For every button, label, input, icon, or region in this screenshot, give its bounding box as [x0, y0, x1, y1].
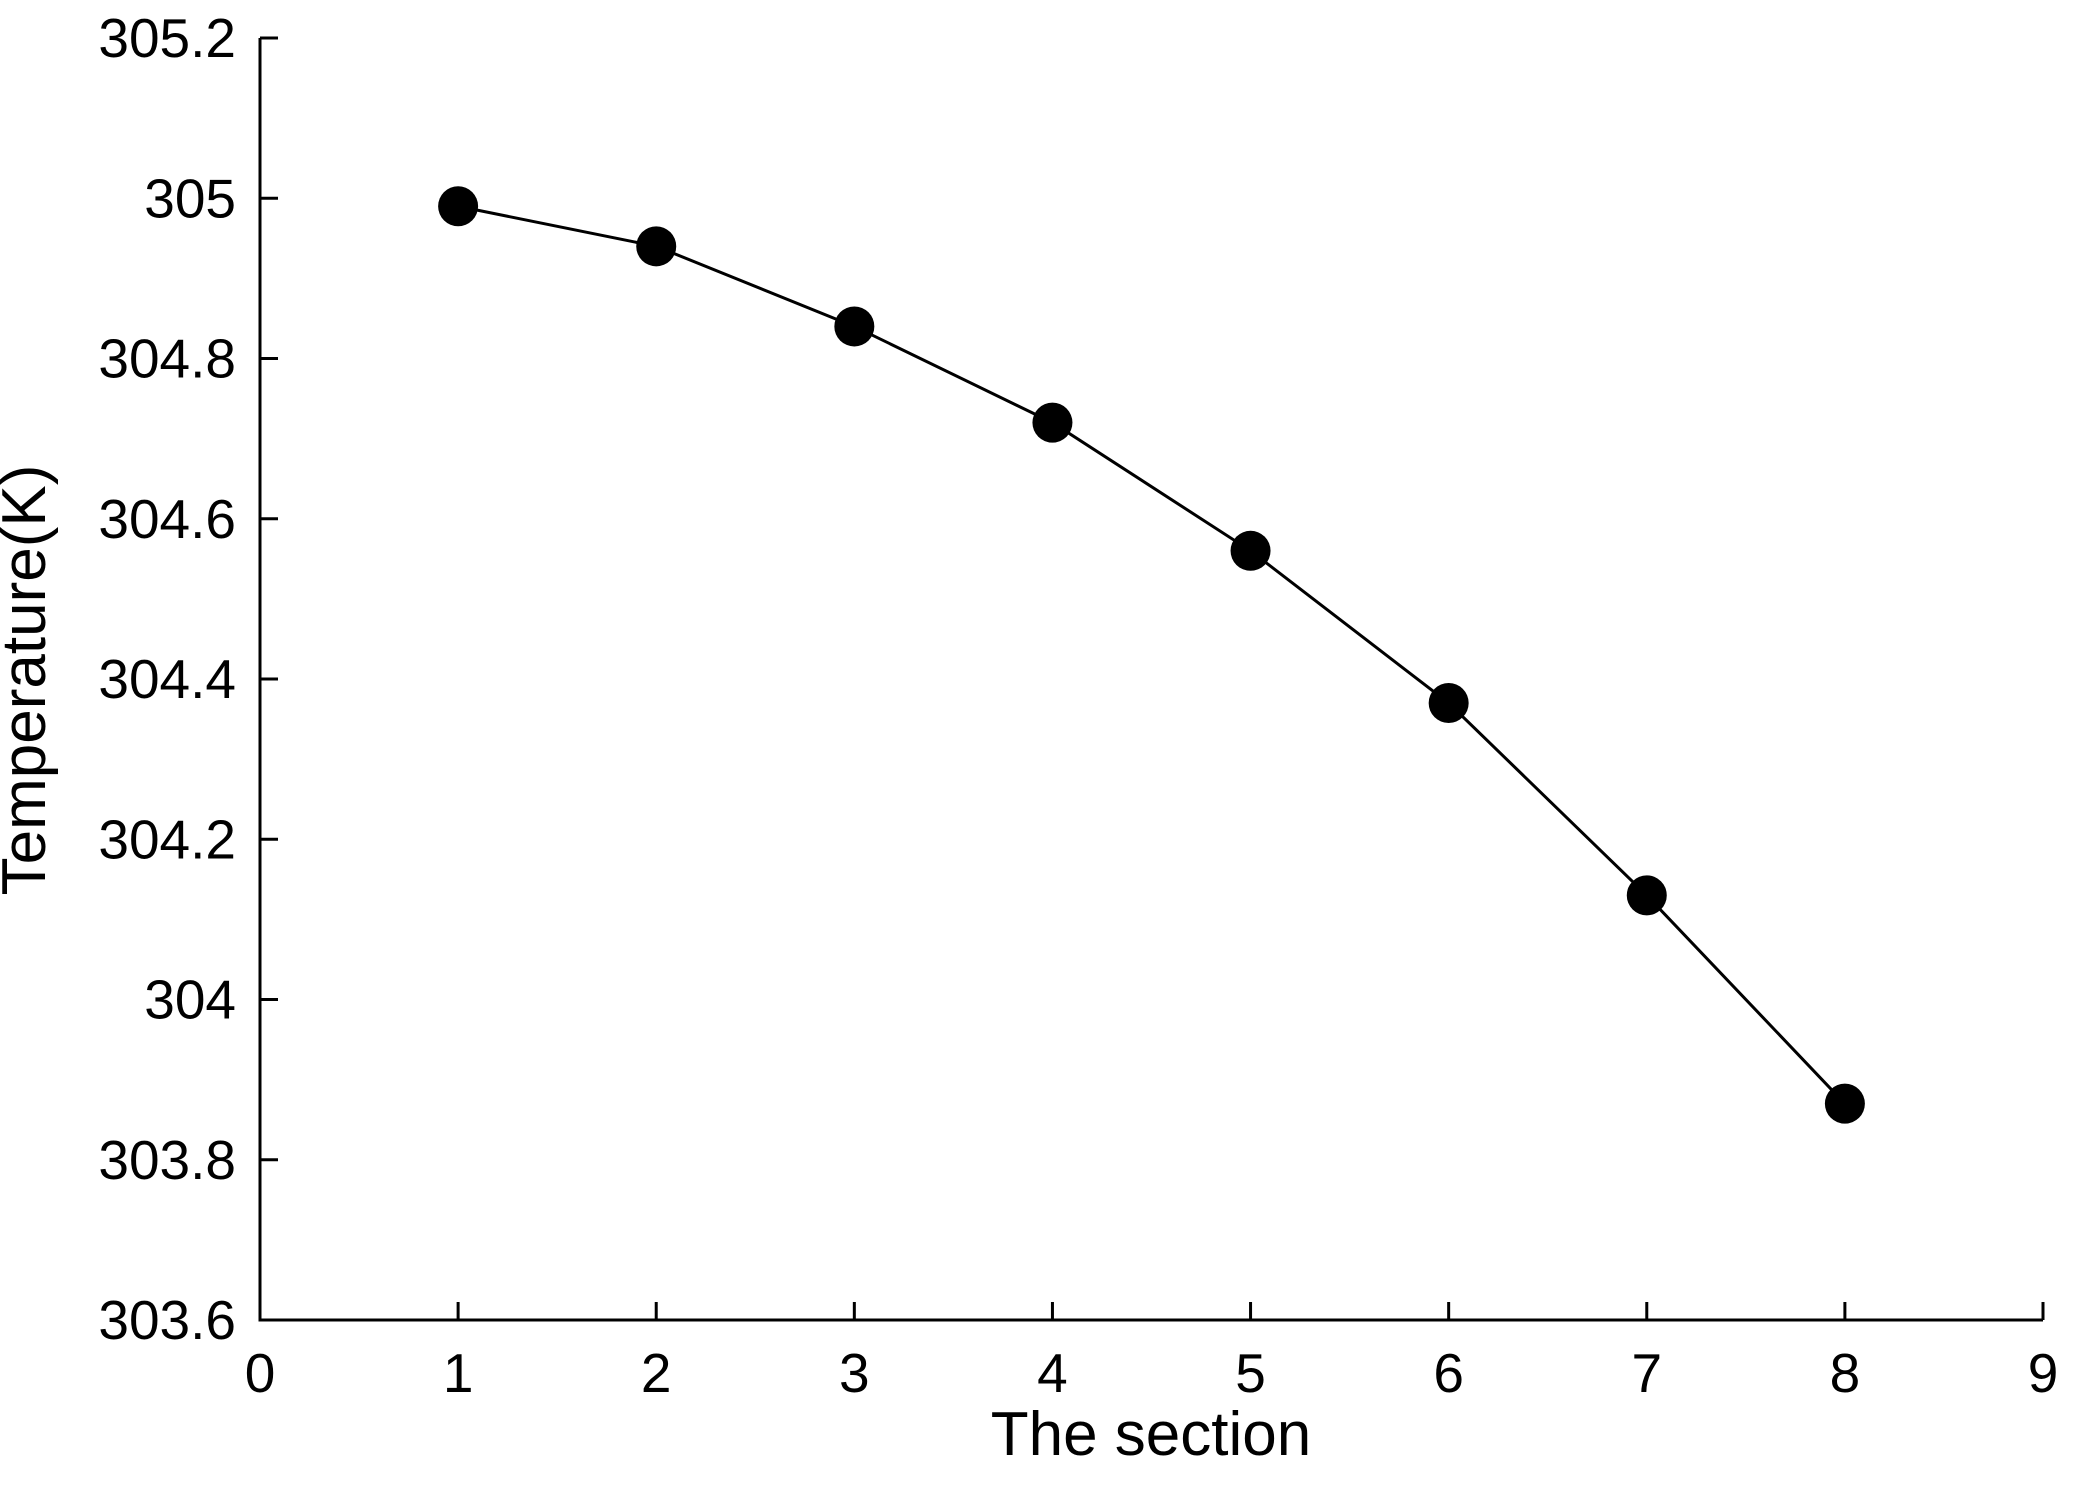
data-point-marker	[438, 186, 479, 227]
x-tick-label: 6	[1433, 1342, 1464, 1404]
y-tick-label: 304.2	[98, 808, 236, 870]
data-point-marker	[636, 226, 677, 267]
y-tick-label: 304	[144, 969, 236, 1031]
y-tick-label: 304.8	[98, 328, 236, 390]
x-tick-label: 2	[641, 1342, 672, 1404]
data-point-marker	[1032, 402, 1073, 443]
data-point-marker	[1626, 875, 1667, 916]
x-tick-label: 8	[1830, 1342, 1861, 1404]
x-axis-title: The section	[991, 1400, 1312, 1469]
axis-spines	[258, 38, 2043, 1322]
data-point-marker	[1428, 683, 1469, 724]
data-point-marker	[834, 306, 875, 347]
x-tick-label: 5	[1235, 1342, 1266, 1404]
x-tick-label: 7	[1631, 1342, 1662, 1404]
y-tick-label: 305	[144, 167, 236, 229]
x-tick-label: 1	[443, 1342, 474, 1404]
x-tick-label: 3	[839, 1342, 870, 1404]
series-line	[457, 204, 1846, 1105]
x-tick-label: 0	[245, 1342, 276, 1404]
y-tick-label: 305.2	[98, 7, 236, 69]
data-point-marker	[1824, 1083, 1865, 1124]
y-axis-title: Temperature(K)	[0, 465, 59, 896]
y-tick-label: 303.8	[98, 1129, 236, 1191]
axis-ticks	[258, 36, 2045, 1322]
axes	[258, 38, 2043, 1322]
x-tick-label: 4	[1037, 1342, 1068, 1404]
x-tick-label: 9	[2028, 1342, 2059, 1404]
y-tick-label: 303.6	[98, 1289, 236, 1351]
axis-tick-labels: 303.6303.8304304.2304.4304.6304.8305305.…	[98, 7, 2058, 1404]
y-tick-label: 304.6	[98, 488, 236, 550]
y-tick-label: 304.4	[98, 648, 236, 710]
data-point-marker	[1230, 530, 1271, 571]
data-series	[438, 186, 1865, 1124]
